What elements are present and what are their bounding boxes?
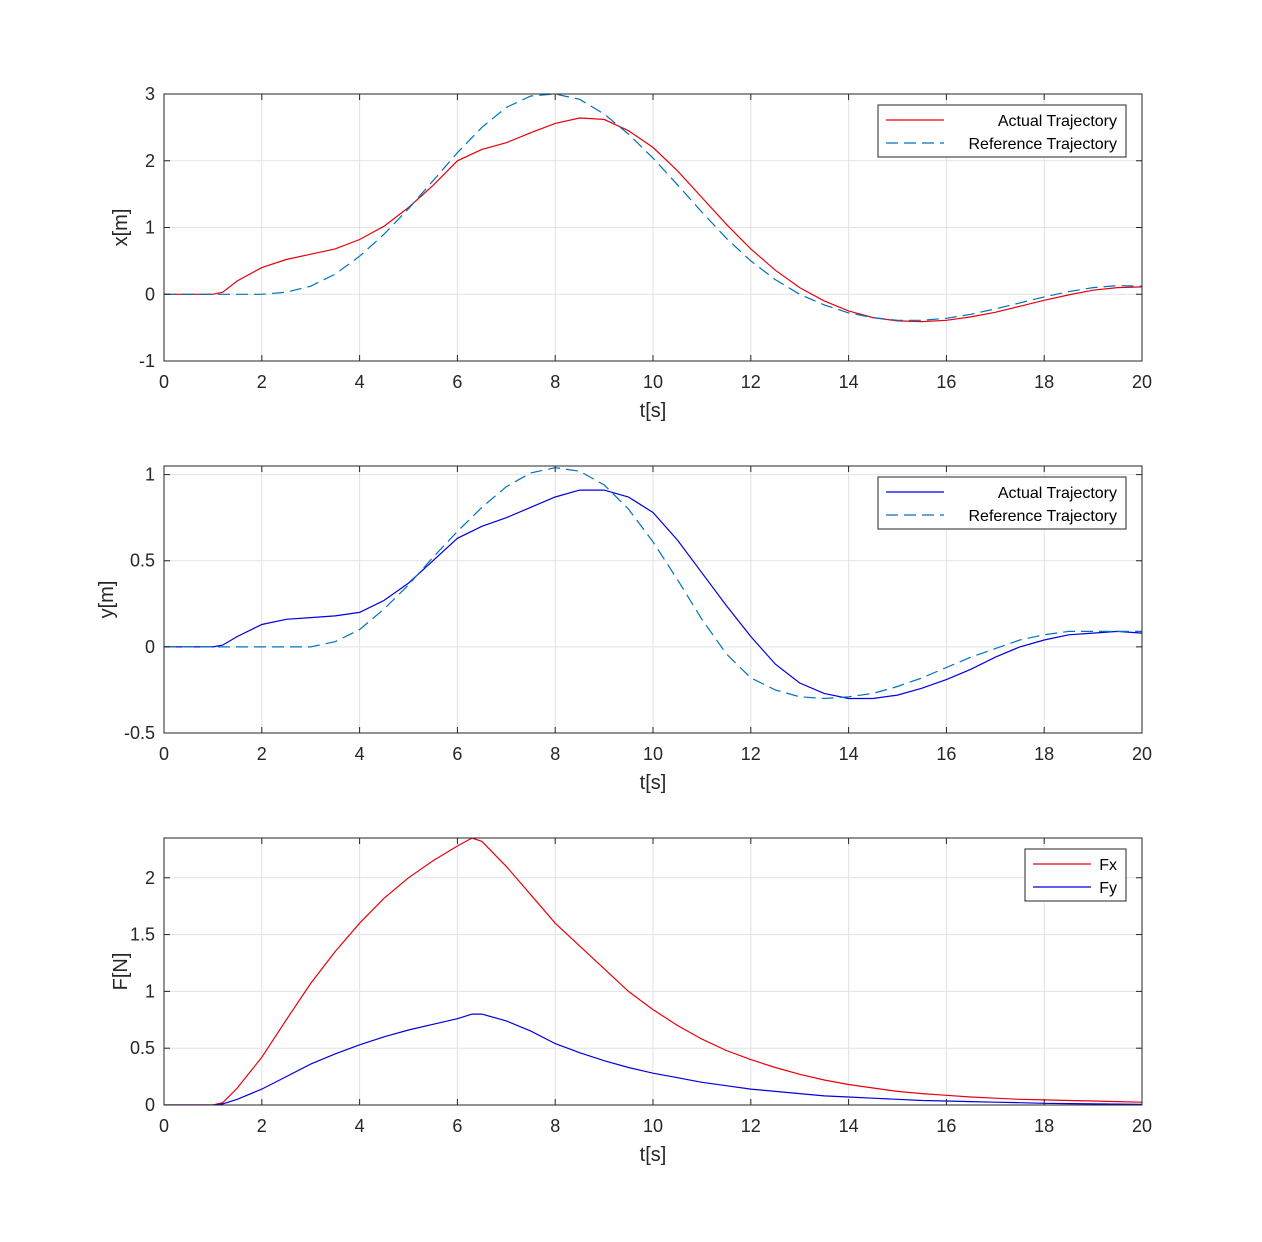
x-tick-label: 2: [257, 744, 267, 764]
x-tick-label: 0: [159, 744, 169, 764]
series-line-reference-trajectory: [164, 467, 1142, 700]
x-tick-label: 12: [741, 1116, 761, 1136]
legend-label: Actual Trajectory: [998, 485, 1117, 502]
x-tick-label: 10: [643, 744, 663, 764]
x-tick-label: 16: [936, 744, 956, 764]
x-tick-label: 20: [1132, 372, 1152, 392]
legend: Actual Trajectory Reference Trajectory: [877, 104, 1127, 158]
x-tick-label: 6: [452, 1116, 462, 1136]
y-tick-label: 0.5: [130, 551, 155, 571]
x-tick-label: 8: [550, 1116, 560, 1136]
y-tick-label: -0.5: [124, 723, 155, 743]
series-line-fx: [164, 838, 1142, 1105]
legend-label: Actual Trajectory: [998, 113, 1117, 130]
y-tick-label: 0: [145, 637, 155, 657]
legend-label: Reference Trajectory: [968, 508, 1117, 525]
legend-box: [1024, 848, 1127, 902]
y-tick-label: 0.5: [130, 1038, 155, 1058]
x-axis-label: t[s]: [640, 772, 667, 794]
y-axis-label: y[m]: [96, 581, 118, 619]
x-tick-label: 8: [550, 372, 560, 392]
series-line-actual-trajectory: [164, 489, 1142, 700]
subplot-3: 0 2 4 6 8 10 12 14 16 18 20 0 0.5 1 1.5 2 t[s] F[N] Fx Fy: [110, 837, 1152, 1166]
x-tick-label: 18: [1034, 1116, 1054, 1136]
x-tick-label: 18: [1034, 744, 1054, 764]
legend-label: Fy: [1099, 880, 1117, 897]
x-tick-label: 2: [257, 372, 267, 392]
legend-label: Fx: [1099, 857, 1117, 874]
x-tick-label: 4: [355, 372, 365, 392]
legend-label: Reference Trajectory: [968, 136, 1117, 153]
x-tick-label: 6: [452, 744, 462, 764]
x-tick-label: 4: [355, 744, 365, 764]
x-axis-label: t[s]: [640, 400, 667, 422]
x-axis-label: t[s]: [640, 1144, 667, 1166]
y-axis-label: x[m]: [110, 209, 132, 247]
y-tick-label: 2: [145, 868, 155, 888]
y-tick-label: 2: [145, 151, 155, 171]
y-tick-label: 1: [145, 465, 155, 485]
series-line-actual-trajectory: [164, 117, 1142, 323]
y-tick-label: 1: [145, 981, 155, 1001]
x-tick-label: 14: [839, 1116, 859, 1136]
legend: Fx Fy: [1024, 848, 1127, 902]
x-tick-label: 20: [1132, 1116, 1152, 1136]
subplot-2: 0 2 4 6 8 10 12 14 16 18 20-0.500.51t[s]y[m]Actual…: [96, 465, 1152, 794]
x-tick-label: 12: [741, 372, 761, 392]
legend-box: [877, 476, 1127, 530]
legend-box: [877, 104, 1127, 158]
x-tick-label: 16: [936, 372, 956, 392]
x-tick-label: 0: [159, 372, 169, 392]
x-tick-label: 4: [355, 1116, 365, 1136]
x-tick-label: 10: [643, 1116, 663, 1136]
x-tick-label: 8: [550, 744, 560, 764]
y-axis-label: F[N]: [110, 953, 132, 991]
series-line-fy: [164, 1013, 1142, 1105]
x-tick-label: 6: [452, 372, 462, 392]
x-tick-label: 20: [1132, 744, 1152, 764]
y-tick-label: -1: [139, 351, 155, 371]
x-tick-label: 0: [159, 1116, 169, 1136]
y-tick-label: 1: [145, 218, 155, 238]
x-tick-label: 10: [643, 372, 663, 392]
legend: Actual Trajectory Reference Trajectory: [877, 476, 1127, 530]
x-tick-label: 16: [936, 1116, 956, 1136]
series-line-reference-trajectory: [164, 94, 1142, 321]
x-tick-label: 14: [839, 372, 859, 392]
x-tick-label: 14: [839, 744, 859, 764]
y-tick-label: 0: [145, 1095, 155, 1115]
y-tick-label: 3: [145, 84, 155, 104]
y-tick-label: 1.5: [130, 925, 155, 945]
x-tick-label: 18: [1034, 372, 1054, 392]
x-tick-label: 12: [741, 744, 761, 764]
y-tick-label: 0: [145, 284, 155, 304]
x-tick-label: 2: [257, 1116, 267, 1136]
